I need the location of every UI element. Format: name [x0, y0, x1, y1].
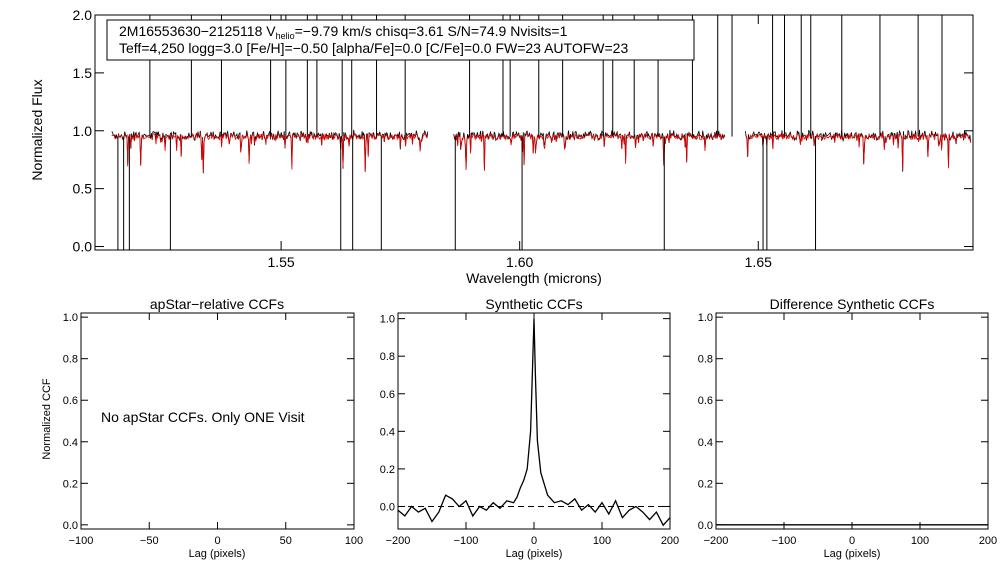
spectrum-y-tick-label: 0.5: [73, 181, 93, 197]
synthetic-ccf-y-tick-label: 0.4: [380, 426, 395, 438]
spectrum-info-line2: Teff=4,250 logg=3.0 [Fe/H]=−0.50 [alpha/…: [119, 40, 628, 56]
difference-ccf-x-tick-label: −100: [772, 535, 797, 547]
difference-ccf-x-tick-label: 0: [849, 535, 855, 547]
spectrum-y-tick-label: 2.0: [73, 7, 93, 23]
synthetic-ccf-y-tick-label: 0.0: [380, 501, 395, 513]
spectrum-y-axis-label: Normalized Flux: [29, 79, 45, 180]
spectrum-synthetic-line: [745, 132, 971, 171]
synthetic-ccf-title: Synthetic CCFs: [485, 296, 582, 312]
spectrum-panel: 1.55 1.60 1.65 0.0 0.5 1.0 1.5 2.0 2M16553630−2…: [29, 7, 974, 286]
difference-ccf-axes-frame: [715, 312, 989, 530]
apstar-ccf-panel: −100 −50 0 50 100 0.0 0.2 0.4 0.6 0.8 1.0 apStar−r…: [41, 296, 363, 560]
synthetic-ccf-line: [397, 318, 671, 527]
difference-ccf-y-tick-label: 0.2: [698, 478, 713, 490]
apstar-ccf-x-tick-label: 100: [345, 535, 363, 547]
difference-ccf-y-tick-label: 0.8: [698, 354, 713, 366]
difference-ccf-y-tick-label: 1.0: [698, 312, 713, 324]
spectrum-info-box: [106, 19, 695, 61]
synthetic-ccf-panel: −200 −100 0 100 200 0.0 0.2 0.4 0.6 0.8 1.0 Synthe…: [380, 296, 679, 560]
spectrum-x-axis-label: Wavelength (microns): [466, 270, 602, 286]
apstar-ccf-ticks: −100 −50 0 50 100 0.0 0.2 0.4 0.6 0.8 1.0: [63, 312, 363, 547]
synthetic-ccf-x-tick-label: 200: [661, 535, 679, 547]
synthetic-ccf-ticks: −200 −100 0 100 200 0.0 0.2 0.4 0.6 0.8 1.0: [380, 313, 679, 547]
difference-ccf-panel: −200 −100 0 100 200 0.0 0.2 0.4 0.6 0.8 1.0 Differ…: [698, 296, 997, 560]
apstar-ccf-x-tick-label: −100: [69, 535, 94, 547]
apstar-ccf-y-tick-label: 0.0: [63, 520, 78, 532]
ccf-y-axis-label: Normalized CCF: [41, 378, 53, 460]
apstar-ccf-y-tick-label: 0.8: [63, 354, 78, 366]
difference-ccf-y-tick-label: 0.6: [698, 395, 713, 407]
difference-ccf-x-tick-label: 200: [979, 535, 997, 547]
synthetic-ccf-data-layer: [397, 318, 671, 527]
apstar-ccf-y-tick-label: 1.0: [63, 312, 78, 324]
difference-ccf-y-tick-label: 0.0: [698, 520, 713, 532]
spectrum-axes-frame: [94, 14, 974, 251]
spectrum-info-line1: 2M16553630−2125118 Vhelio=−9.79 km/s chi…: [119, 23, 568, 41]
spectrum-y-tick-label: 1.0: [73, 123, 93, 139]
apstar-ccf-y-tick-label: 0.2: [63, 478, 78, 490]
difference-ccf-x-tick-label: −200: [704, 535, 729, 547]
apstar-ccf-y-tick-label: 0.4: [63, 437, 78, 449]
synthetic-ccf-x-axis-label: Lag (pixels): [506, 548, 563, 560]
synthetic-ccf-y-tick-label: 1.0: [380, 314, 395, 326]
apstar-ccf-x-tick-label: 50: [280, 535, 292, 547]
difference-ccf-ticks: −200 −100 0 100 200 0.0 0.2 0.4 0.6 0.8 1.0: [698, 312, 997, 547]
synthetic-ccf-axes-frame: [397, 312, 671, 530]
spectrum-y-tick-label: 1.5: [73, 65, 93, 81]
spectrum-synthetic-line: [111, 132, 429, 172]
spectrum-x-tick-label: 1.65: [745, 254, 772, 270]
apstar-ccf-title: apStar−relative CCFs: [150, 296, 284, 312]
synthetic-ccf-y-tick-label: 0.6: [380, 389, 395, 401]
difference-ccf-y-tick-label: 0.4: [698, 437, 713, 449]
synthetic-ccf-x-tick-label: 0: [531, 535, 537, 547]
synthetic-ccf-x-tick-label: 100: [593, 535, 611, 547]
spectrum-x-tick-label: 1.55: [267, 254, 294, 270]
apstar-ccf-annotation: No apStar CCFs. Only ONE Visit: [101, 409, 305, 425]
synthetic-ccf-x-tick-label: −100: [454, 535, 479, 547]
spectrum-y-tick-label: 0.0: [73, 239, 93, 255]
spectrum-ticks: 1.55 1.60 1.65 0.0 0.5 1.0 1.5 2.0: [73, 7, 973, 270]
difference-ccf-x-axis-label: Lag (pixels): [824, 548, 881, 560]
difference-ccf-title: Difference Synthetic CCFs: [770, 296, 935, 312]
spectrum-x-tick-label: 1.60: [506, 254, 533, 270]
apstar-ccf-x-axis-label: Lag (pixels): [189, 548, 246, 560]
difference-ccf-x-tick-label: 100: [911, 535, 929, 547]
synthetic-ccf-y-tick-label: 0.2: [380, 464, 395, 476]
synthetic-ccf-y-tick-label: 0.8: [380, 351, 395, 363]
apstar-ccf-y-tick-label: 0.6: [63, 395, 78, 407]
spectrum-synthetic-line: [453, 132, 726, 171]
apstar-ccf-x-tick-label: 0: [214, 535, 220, 547]
apstar-ccf-x-tick-label: −50: [140, 535, 159, 547]
synthetic-ccf-x-tick-label: −200: [386, 535, 411, 547]
